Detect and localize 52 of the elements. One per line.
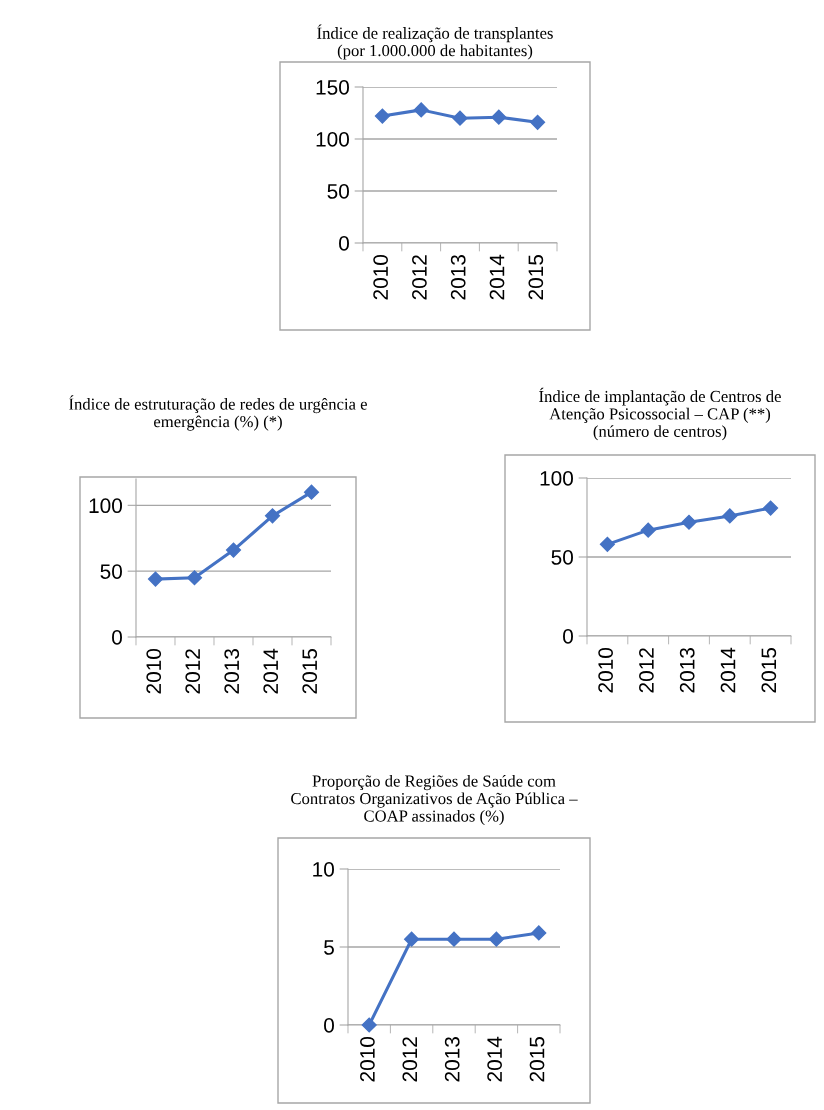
x-tick-label: 2014 [720, 647, 736, 693]
x-tick-label: 2010 [373, 254, 388, 300]
x-tick-label: 2013 [224, 649, 240, 694]
y-tick-label: 0 [339, 236, 349, 251]
x-tick-label: 2013 [679, 648, 695, 693]
y-tick-label: 50 [327, 184, 349, 199]
y-tick-label: 5 [324, 940, 334, 955]
x-tick-label: 2015 [302, 648, 318, 694]
x-tick-label: 2012 [185, 649, 201, 694]
x-tick-label: 2013 [444, 1037, 460, 1082]
x-tick-label: 2010 [598, 647, 613, 693]
chart-title: Proporção de Regiões de Saúde com Contratos Organizativos de Ação Pública – COAP assinados (%) [291, 774, 578, 826]
point [147, 571, 164, 587]
x-tick-label: 2014 [263, 648, 279, 694]
point [264, 508, 281, 524]
x-tick-label: 2015 [761, 647, 777, 693]
x-tick-label: 2015 [529, 1036, 545, 1082]
y-tick-label: 0 [563, 629, 573, 644]
point [488, 931, 504, 947]
point [404, 931, 420, 947]
point [225, 542, 242, 558]
y-tick-label: 10 [313, 862, 334, 877]
point [640, 522, 656, 538]
x-tick-label: 2015 [528, 254, 544, 300]
y-tick-label: 100 [540, 471, 573, 486]
y-tick-label: 50 [551, 550, 573, 565]
y-tick-label: 50 [100, 564, 122, 579]
x-tick-label: 2014 [489, 254, 505, 300]
x-tick-label: 2012 [402, 1037, 418, 1082]
x-tick-label: 2010 [146, 648, 162, 694]
x-tick-label: 2013 [450, 255, 466, 300]
chart-title: Índice de implantação de Centros de Atenção Psicossocial – CAP (**) (número de centros) [539, 387, 781, 441]
y-tick-label: 0 [112, 630, 122, 645]
point [531, 925, 547, 941]
x-tick-label: 2014 [487, 1036, 502, 1082]
point [722, 508, 738, 524]
point [303, 484, 320, 500]
chart-title: Índice de realização de transplantes (por 1.000.000 de habitantes) [317, 24, 553, 60]
x-tick-label: 2010 [360, 1036, 375, 1082]
y-tick-label: 0 [324, 1018, 334, 1033]
point [599, 536, 615, 552]
y-tick-label: 100 [89, 498, 122, 514]
point [361, 1017, 377, 1033]
y-tick-label: 150 [316, 80, 349, 95]
chart-title: Índice de estruturação de redes de urgência e emergência (%) (*) [69, 395, 367, 431]
x-tick-label: 2012 [639, 648, 654, 693]
y-tick-label: 100 [316, 132, 349, 147]
x-tick-label: 2012 [412, 255, 427, 300]
point [763, 500, 779, 516]
point [681, 514, 697, 530]
point [186, 570, 203, 586]
point [446, 931, 462, 947]
